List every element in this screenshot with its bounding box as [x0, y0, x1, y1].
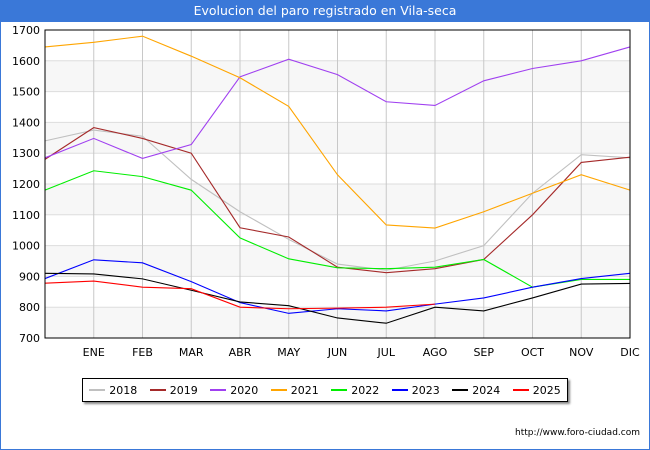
y-tick-label: 1000 [12, 240, 40, 253]
legend-item-2018: 2018 [89, 384, 137, 397]
legend-label: 2025 [532, 383, 561, 397]
legend-swatch [452, 389, 469, 391]
x-tick-label: JUL [377, 346, 396, 359]
x-tick-label: NOV [569, 346, 594, 359]
legend-item-2024: 2024 [452, 384, 500, 397]
y-tick-label: 1100 [12, 209, 40, 222]
legend-swatch [210, 389, 227, 391]
series-line-2020 [44, 46, 631, 160]
y-tick-label: 1400 [12, 116, 40, 129]
legend-label: 2020 [230, 383, 259, 397]
y-tick-label: 1500 [12, 86, 40, 99]
legend-swatch [331, 389, 348, 391]
series-line-2023 [44, 259, 631, 314]
x-tick-label: MAY [277, 346, 300, 359]
x-tick-label: DIC [620, 346, 640, 359]
legend: 2018 2019 2020 2021 2022 2023 2024 2025 [82, 378, 568, 402]
source-url: http://www.foro-ciudad.com [515, 428, 640, 438]
x-tick-label: ENE [83, 346, 105, 359]
y-tick-label: 900 [19, 270, 40, 283]
legend-swatch [512, 389, 529, 391]
series-line-2024 [44, 272, 631, 324]
x-tick-label: SEP [473, 346, 494, 359]
y-tick-label: 800 [19, 301, 40, 314]
x-tick-label: OCT [521, 346, 544, 359]
x-tick-label: FEB [132, 346, 153, 359]
chart-title: Evolucion del paro registrado en Vila-se… [0, 0, 650, 22]
x-tick-label: AGO [423, 346, 448, 359]
legend-label: 2023 [411, 383, 440, 397]
x-tick-label: JUN [327, 346, 348, 359]
legend-label: 2018 [109, 383, 138, 397]
legend-swatch [270, 389, 287, 391]
series-line-2019 [44, 127, 631, 274]
legend-swatch [391, 389, 408, 391]
legend-label: 2024 [472, 383, 501, 397]
y-tick-label: 1200 [12, 178, 40, 191]
legend-item-2020: 2020 [210, 384, 258, 397]
legend-item-2021: 2021 [270, 383, 319, 397]
legend-swatch [149, 389, 166, 391]
x-tick-label: ABR [229, 346, 252, 359]
legend-label: 2022 [351, 383, 380, 397]
y-tick-label: 1300 [12, 147, 40, 160]
plot-border [44, 29, 631, 339]
legend-item-2025: 2025 [512, 383, 561, 397]
legend-item-2023: 2023 [391, 383, 440, 397]
x-tick-label: MAR [179, 346, 204, 359]
legend-swatch [89, 389, 106, 391]
legend-item-2019: 2019 [149, 383, 198, 397]
legend-label: 2021 [290, 383, 319, 397]
y-tick-label: 700 [19, 332, 40, 345]
series-line-2025 [44, 280, 436, 310]
y-tick-label: 1700 [12, 24, 40, 37]
series-line-2021 [44, 35, 631, 229]
legend-item-2022: 2022 [331, 384, 379, 397]
y-tick-label: 1600 [12, 55, 40, 68]
legend-label: 2019 [169, 383, 198, 397]
